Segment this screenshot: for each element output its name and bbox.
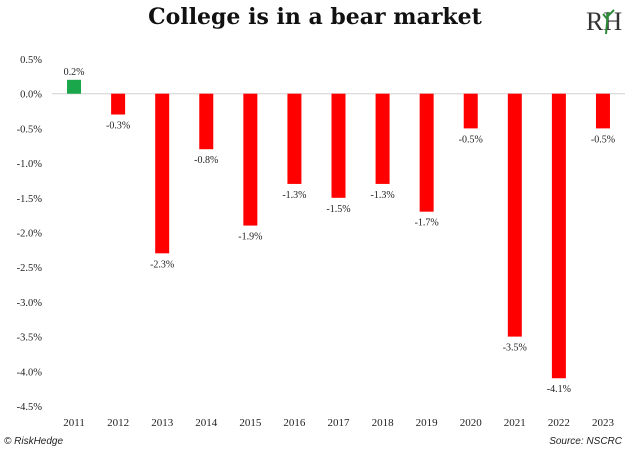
data-label-2021: -3.5%	[503, 343, 527, 354]
data-label-2011: 0.2%	[64, 67, 85, 78]
bar-2012	[111, 93, 126, 115]
bar-2019	[419, 93, 434, 212]
x-tick-label-2019: 2019	[416, 417, 439, 429]
y-tick-label: -1.5%	[17, 194, 43, 205]
data-label-2022: -4.1%	[547, 384, 571, 395]
x-tick-label-2011: 2011	[63, 417, 85, 429]
data-label-2020: -0.5%	[459, 134, 483, 145]
data-label-2012: -0.3%	[106, 121, 130, 132]
data-label-2018: -1.3%	[370, 190, 394, 201]
bar-2017	[331, 93, 346, 198]
footer-copyright: © RiskHedge	[4, 436, 64, 447]
x-tick-label-2018: 2018	[372, 417, 395, 429]
x-tick-label-2020: 2020	[460, 417, 483, 429]
bar-2014	[199, 93, 214, 150]
y-tick-label: -2.0%	[17, 229, 43, 240]
bar-2023	[595, 93, 610, 129]
bar-2018	[375, 93, 390, 184]
x-tick-label-2021: 2021	[504, 417, 526, 429]
y-axis: 0.5% 0.0% -0.5% -1.0% -1.5% -2.0% -2.5% -3.0% -3…	[17, 55, 625, 413]
data-label-2023: -0.5%	[591, 134, 615, 145]
x-tick-label-2014: 2014	[195, 417, 218, 429]
bar-2013	[155, 93, 170, 254]
data-label-2015: -1.9%	[238, 232, 262, 243]
x-tick-label-2016: 2016	[283, 417, 306, 429]
bar-2015	[243, 93, 258, 226]
riskhedge-logo-icon: RH	[586, 7, 622, 36]
data-labels: 0.2% -0.3% -2.3% -0.8% -1.9% -1.3% -1.5% -1.3% -…	[64, 67, 615, 395]
footer-source: Source: NSCRC	[549, 436, 622, 447]
x-axis: 2011 2012 2013 2014 2015 2016 2017 2018 2019 2020…	[63, 417, 614, 429]
y-tick-label: 0.5%	[20, 55, 42, 66]
x-tick-label-2023: 2023	[592, 417, 615, 429]
bar-2022	[551, 93, 566, 379]
bar-2020	[463, 93, 478, 129]
x-tick-label-2017: 2017	[328, 417, 351, 429]
y-tick-label: -3.5%	[17, 333, 43, 344]
data-label-2016: -1.3%	[282, 190, 306, 201]
x-tick-label-2012: 2012	[107, 417, 129, 429]
y-tick-label: -4.5%	[17, 402, 43, 413]
data-label-2013: -2.3%	[150, 259, 174, 270]
y-tick-label: -4.0%	[17, 367, 43, 378]
data-label-2017: -1.5%	[326, 204, 350, 215]
bar-2016	[287, 93, 302, 184]
y-tick-label: -0.5%	[17, 124, 43, 135]
logo-text: RH	[586, 7, 622, 36]
x-tick-label-2015: 2015	[239, 417, 262, 429]
y-tick-label: -2.5%	[17, 263, 43, 274]
y-tick-label: -1.0%	[17, 159, 43, 170]
y-tick-label: 0.0%	[20, 90, 42, 101]
x-tick-label-2022: 2022	[548, 417, 570, 429]
bar-2011	[67, 79, 82, 94]
chart-title: College is in a bear market	[148, 4, 482, 30]
bar-2021	[507, 93, 522, 337]
y-tick-label: -3.0%	[17, 298, 43, 309]
bars	[67, 79, 610, 379]
x-tick-label-2013: 2013	[151, 417, 174, 429]
data-label-2019: -1.7%	[415, 218, 439, 229]
data-label-2014: -0.8%	[194, 155, 218, 166]
